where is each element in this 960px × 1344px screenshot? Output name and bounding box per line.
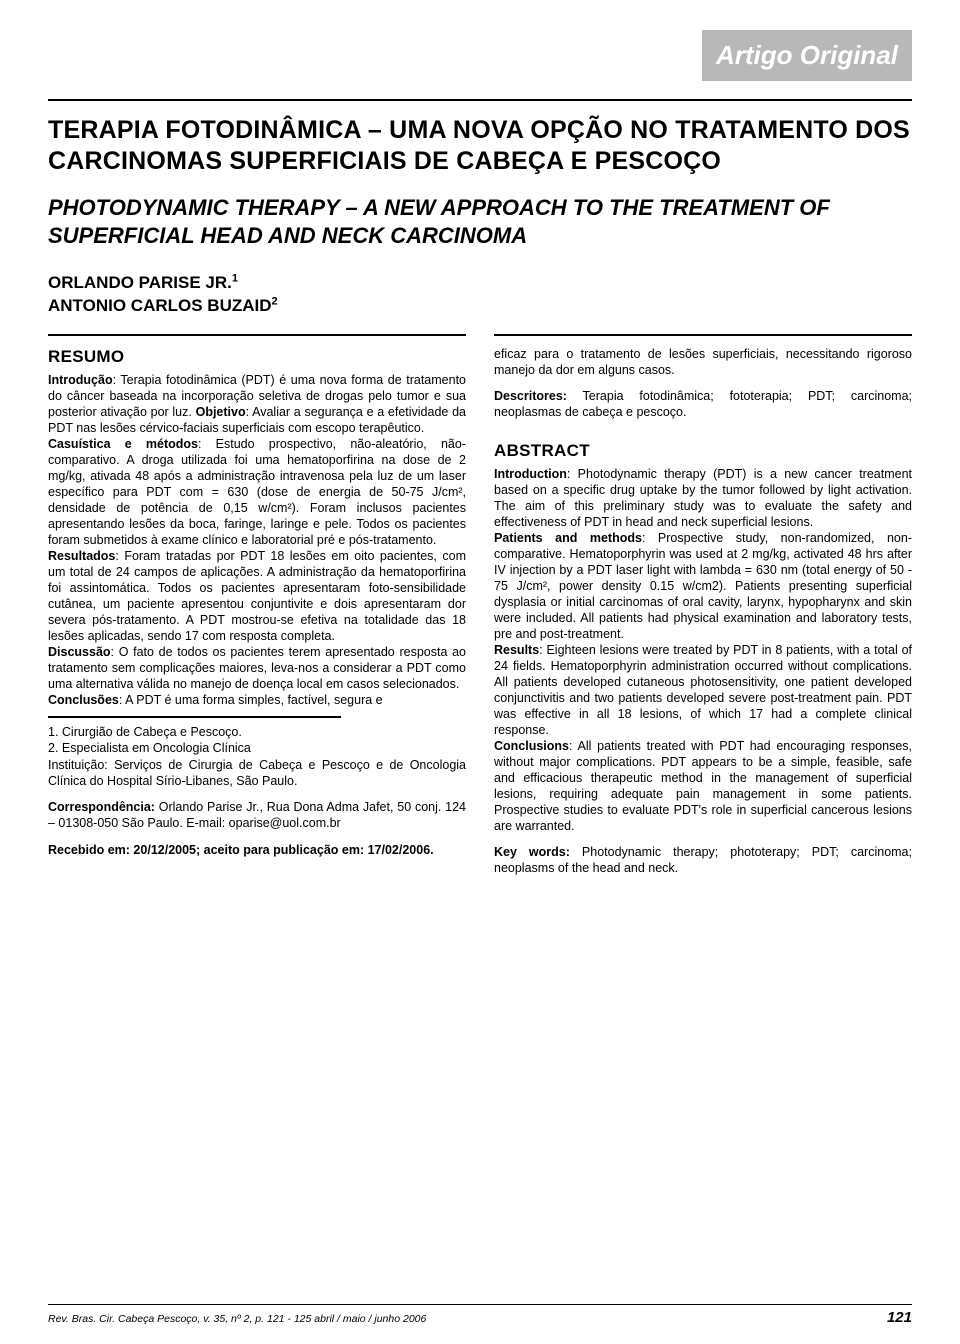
page-footer: Rev. Bras. Cir. Cabeça Pescoço, v. 35, n…: [48, 1304, 912, 1326]
descritores-label: Descritores:: [494, 389, 567, 403]
correspondence: Correspondência: Orlando Parise Jr., Rua…: [48, 799, 466, 832]
text-patients-methods: : Prospective study, non-randomized, non…: [494, 531, 912, 641]
affil-institution: Instituição: Serviços de Cirurgia de Cab…: [48, 757, 466, 790]
left-column: RESUMO Introdução: Terapia fotodinâmica …: [48, 334, 466, 878]
journal-citation: Rev. Bras. Cir. Cabeça Pescoço, v. 35, n…: [48, 1313, 426, 1325]
abstract-heading: ABSTRACT: [494, 440, 912, 462]
label-introducao: Introdução: [48, 373, 113, 387]
keywords-label: Key words:: [494, 845, 570, 859]
authors-block: ORLANDO PARISE JR.1 ANTONIO CARLOS BUZAI…: [48, 271, 912, 319]
label-discussao: Discussão: [48, 645, 111, 659]
page-number: 121: [887, 1309, 912, 1326]
text-results: : Eighteen lesions were treated by PDT i…: [494, 643, 912, 737]
text-resultados: : Foram tratadas por PDT 18 lesões em oi…: [48, 549, 466, 643]
resumo-continuation: eficaz para o tratamento de lesões super…: [494, 346, 912, 378]
author-2: ANTONIO CARLOS BUZAID: [48, 296, 272, 315]
label-conclusions: Conclusions: [494, 739, 569, 753]
text-casuistica: : Estudo prospectivo, não-aleatório, não…: [48, 437, 466, 547]
correspondence-label: Correspondência:: [48, 800, 155, 814]
label-patients-methods: Patients and methods: [494, 531, 642, 545]
label-objetivo: Objetivo: [196, 405, 246, 419]
text-discussao: : O fato de todos os pacientes terem apr…: [48, 645, 466, 691]
title-portuguese: TERAPIA FOTODINÂMICA – UMA NOVA OPÇÃO NO…: [48, 115, 912, 178]
affiliation-rule: [48, 716, 341, 718]
author-2-sup: 2: [272, 296, 278, 308]
label-introduction: Introduction: [494, 467, 567, 481]
abstract-text: Introduction: Photodynamic therapy (PDT)…: [494, 466, 912, 834]
title-english: PHOTODYNAMIC THERAPY – A NEW APPROACH TO…: [48, 194, 912, 251]
rule-top: [48, 99, 912, 101]
label-resultados: Resultados: [48, 549, 115, 563]
label-casuistica: Casuística e métodos: [48, 437, 198, 451]
keywords: Key words: Photodynamic therapy; photote…: [494, 844, 912, 876]
right-column: eficaz para o tratamento de lesões super…: [494, 334, 912, 878]
resumo-heading: RESUMO: [48, 346, 466, 368]
received-accepted: Recebido em: 20/12/2005; aceito para pub…: [48, 842, 466, 858]
two-column-body: RESUMO Introdução: Terapia fotodinâmica …: [48, 334, 912, 878]
author-1: ORLANDO PARISE JR.: [48, 273, 232, 292]
label-conclusoes: Conclusões: [48, 693, 119, 707]
text-conclusoes: : A PDT é uma forma simples, factível, s…: [119, 693, 383, 707]
resumo-text: Introdução: Terapia fotodinâmica (PDT) é…: [48, 372, 466, 708]
descritores: Descritores: Terapia fotodinâmica; fotot…: [494, 388, 912, 420]
text-conclusions: : All patients treated with PDT had enco…: [494, 739, 912, 833]
label-results: Results: [494, 643, 539, 657]
affiliations: 1. Cirurgião de Cabeça e Pescoço. 2. Esp…: [48, 724, 466, 789]
affil-2: 2. Especialista em Oncologia Clínica: [48, 740, 466, 756]
article-type-badge: Artigo Original: [702, 30, 912, 81]
affil-1: 1. Cirurgião de Cabeça e Pescoço.: [48, 724, 466, 740]
author-1-sup: 1: [232, 272, 238, 284]
